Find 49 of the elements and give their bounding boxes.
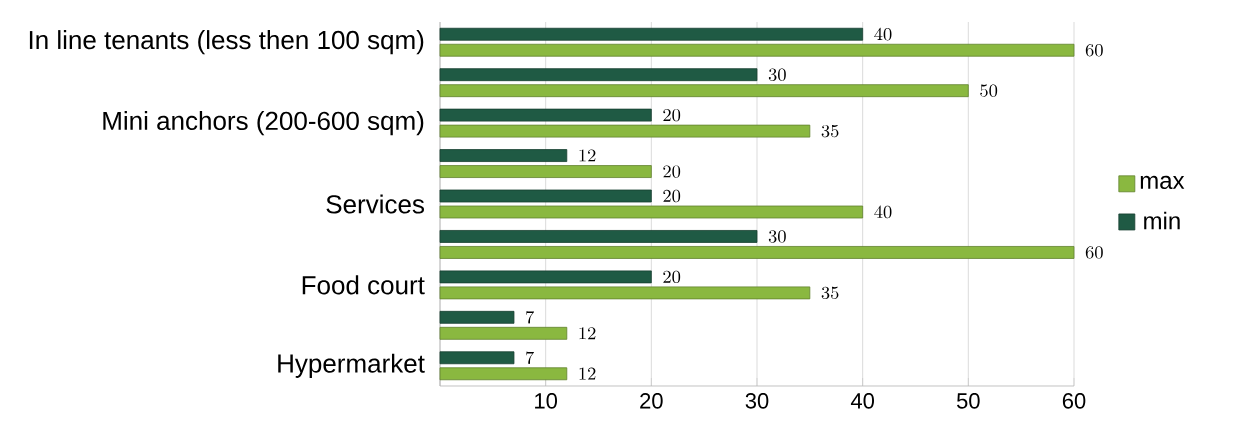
- bar: [439, 310, 515, 324]
- data-label: 30: [768, 230, 786, 243]
- bar: [439, 351, 515, 365]
- x-tick-label: 20: [640, 393, 663, 409]
- data-label: 60: [1085, 44, 1103, 57]
- data-label: 12: [579, 327, 596, 340]
- bar: [439, 189, 652, 203]
- bar: [439, 124, 811, 138]
- x-tick-label: 30: [745, 393, 769, 409]
- bar: [439, 68, 758, 82]
- bar: [439, 246, 1075, 259]
- bar: [439, 270, 652, 284]
- x-tick-label: 10: [535, 393, 558, 409]
- x-tick-label: 50: [956, 393, 980, 409]
- x-tick-label: 60: [1062, 393, 1086, 409]
- data-label: 30: [768, 68, 786, 81]
- y-tick-label: Food court: [302, 275, 425, 295]
- data-label: 60: [1085, 246, 1103, 259]
- y-tick-label: Hypermarket: [278, 353, 425, 378]
- data-label: 7: [526, 351, 535, 364]
- bar: [439, 367, 568, 381]
- data-label: 12: [579, 149, 596, 162]
- bar: [439, 165, 652, 178]
- data-label: 20: [663, 270, 681, 284]
- y-tick-label: In line tenants (less then 100 sqm): [29, 30, 424, 55]
- legend-label: min: [1144, 211, 1180, 230]
- y-tick-label: Mini anchors (200-600 sqm): [103, 110, 424, 136]
- data-label: 35: [821, 286, 839, 300]
- bar: [439, 326, 568, 340]
- data-label: 35: [821, 124, 839, 138]
- x-tick-label: 40: [850, 393, 875, 409]
- bar: [439, 205, 864, 219]
- bar: [439, 286, 811, 300]
- bar: [439, 149, 568, 162]
- data-label: 40: [874, 27, 892, 41]
- data-label: 7: [526, 310, 535, 324]
- legend-label: max: [1140, 175, 1185, 189]
- bar: [439, 43, 1075, 57]
- bar: [439, 84, 969, 98]
- data-label: 20: [663, 165, 681, 178]
- data-label: 50: [980, 84, 998, 97]
- data-label: 12: [579, 367, 596, 380]
- data-label: 20: [663, 108, 681, 122]
- bar: [439, 230, 758, 243]
- y-tick-label: Services: [326, 194, 424, 214]
- bar: [439, 108, 652, 122]
- bar: [439, 27, 864, 41]
- data-label: 40: [874, 205, 892, 219]
- data-label: 20: [663, 189, 681, 203]
